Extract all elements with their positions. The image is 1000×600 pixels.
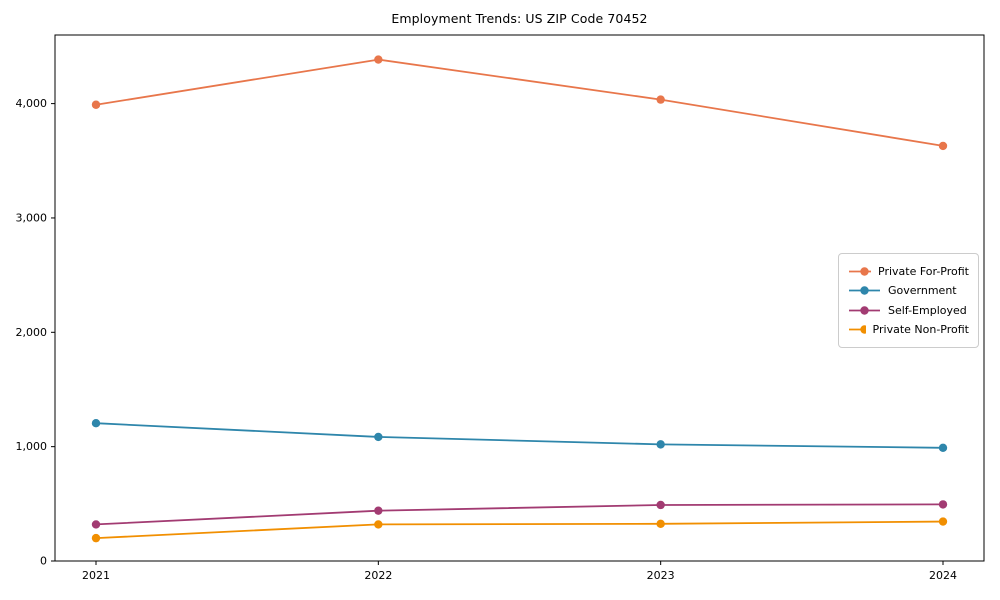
data-point-private-for-profit bbox=[938, 141, 948, 151]
x-tick-label: 2024 bbox=[929, 569, 957, 582]
series-line-self-employed bbox=[95, 503, 944, 526]
data-point-private-non-profit bbox=[656, 519, 665, 529]
data-point-self-employed bbox=[938, 500, 948, 509]
legend-line-marker-icon bbox=[849, 266, 871, 276]
data-point-self-employed bbox=[91, 520, 101, 529]
x-tick-label: 2021 bbox=[82, 569, 110, 582]
series-line-private-non-profit bbox=[95, 520, 944, 540]
legend: Private For-Profit Government Self-Employe… bbox=[838, 253, 979, 348]
data-point-private-non-profit bbox=[374, 520, 383, 529]
x-tick-label: 2022 bbox=[364, 569, 392, 582]
legend-label: Self-Employed bbox=[888, 303, 967, 317]
legend-label: Private Non-Profit bbox=[872, 323, 969, 337]
legend-label: Private For-Profit bbox=[878, 264, 969, 278]
legend-item-self-employed: Self-Employed bbox=[848, 304, 969, 317]
legend-line-marker-icon bbox=[849, 286, 880, 295]
legend-label: Government bbox=[888, 284, 957, 298]
data-point-private-for-profit bbox=[656, 95, 665, 104]
data-point-private-for-profit bbox=[91, 100, 101, 109]
legend-item-government: Government bbox=[848, 284, 969, 297]
x-tick-label: 2023 bbox=[647, 569, 675, 582]
y-tick-label: 2,000 bbox=[16, 326, 48, 339]
data-point-private-for-profit bbox=[374, 55, 383, 64]
data-point-private-non-profit bbox=[938, 517, 948, 526]
plot-border bbox=[54, 34, 985, 562]
y-tick-label: 0 bbox=[40, 555, 47, 568]
y-tick-label: 4,000 bbox=[16, 97, 48, 110]
data-point-self-employed bbox=[656, 500, 665, 510]
data-point-private-non-profit bbox=[91, 533, 101, 543]
y-tick-label: 1,000 bbox=[16, 440, 48, 453]
series-line-private-for-profit bbox=[95, 58, 944, 147]
data-point-government bbox=[91, 419, 101, 428]
series-line-government bbox=[95, 422, 944, 449]
y-tick-label: 3,000 bbox=[16, 211, 48, 224]
legend-item-private-for-profit: Private For-Profit bbox=[848, 265, 969, 278]
data-point-government bbox=[656, 440, 665, 449]
data-point-government bbox=[374, 432, 383, 442]
legend-line-marker-icon bbox=[849, 325, 866, 335]
data-point-government bbox=[938, 443, 948, 452]
legend-item-private-non-profit: Private Non-Profit bbox=[848, 323, 969, 336]
chart-title: Employment Trends: US ZIP Code 70452 bbox=[391, 11, 648, 26]
data-point-self-employed bbox=[374, 506, 383, 515]
legend-line-marker-icon bbox=[849, 306, 880, 315]
